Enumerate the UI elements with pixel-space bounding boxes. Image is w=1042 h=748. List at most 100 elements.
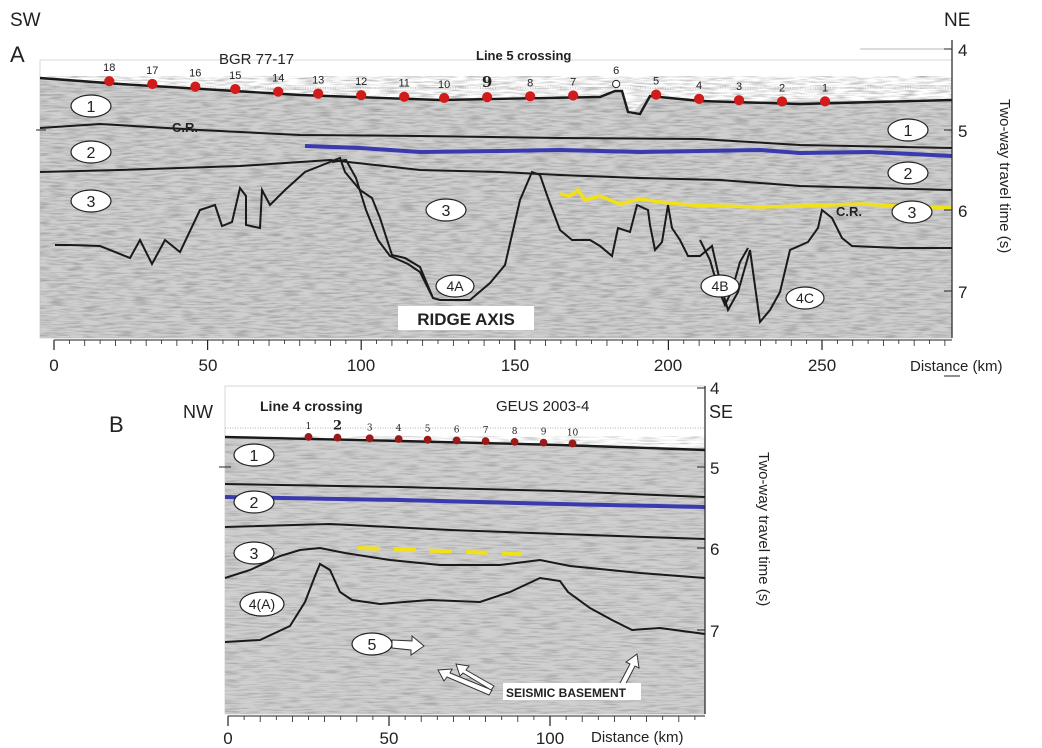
- x-tick-label: 250: [808, 356, 836, 375]
- station-label: 4: [696, 80, 702, 92]
- panel-a-dir-right: NE: [944, 10, 970, 31]
- panel-a-ridge-label: RIDGE AXIS: [417, 310, 515, 329]
- panel-a-x-ticks: [53, 340, 946, 350]
- station-marker: [333, 433, 342, 442]
- station-label: 7: [483, 426, 489, 436]
- station-marker: [439, 92, 450, 104]
- unit-ellipse: [891, 200, 933, 224]
- panel-a-letter: A: [10, 42, 25, 67]
- station-marker: [230, 83, 241, 95]
- panel-b-horizon-b: [224, 522, 706, 540]
- station-label: 13: [312, 75, 324, 87]
- arrow-basement-2: [455, 663, 495, 691]
- unit-ellipse: [785, 286, 825, 310]
- panel-b-line-name: GEUS 2003-4: [496, 398, 589, 415]
- station-label: 7: [570, 77, 576, 89]
- panel-b-dir-right: SE: [709, 402, 733, 422]
- panel-b-x-ticks: [227, 716, 696, 726]
- station-label: 18: [103, 62, 115, 74]
- panel-b-horizon-c: [224, 546, 706, 579]
- unit-ellipse: [887, 161, 929, 185]
- unit-ellipse: [70, 94, 112, 118]
- station-marker: [304, 433, 313, 441]
- panel-a-basement: [55, 156, 952, 325]
- panel-a-blue-horizon: [304, 144, 953, 158]
- panel-b-y-axis-label: Two-way travel time (s): [755, 452, 772, 606]
- station-marker: [539, 438, 548, 447]
- unit-ellipse: [70, 189, 112, 213]
- station-label: 10: [567, 428, 579, 438]
- panel-a-line-name: BGR 77-17: [219, 51, 294, 68]
- unit-label: 4C: [796, 290, 814, 306]
- station-label: 10: [438, 79, 450, 91]
- station-label: 1: [822, 82, 828, 94]
- station-marker: [104, 76, 115, 87]
- panel-a-cr-label-right: C.R.: [836, 204, 862, 219]
- panel-a-horizon-2-3: [39, 158, 953, 191]
- panel-a-yellow-horizon: [559, 187, 953, 210]
- panel-b-y-ticks: 4 5 6 7: [697, 379, 719, 641]
- unit-label: 5: [368, 637, 377, 654]
- unit-ellipse: [700, 274, 740, 298]
- y-tick-label: 7: [958, 283, 967, 302]
- station-label: 11: [398, 78, 409, 90]
- station-label: 4: [396, 424, 402, 434]
- panel-b-letter: B: [109, 412, 124, 437]
- station-label: 6: [454, 425, 460, 435]
- station-label: 15: [229, 70, 241, 82]
- unit-label: 4(A): [249, 596, 275, 612]
- unit-label: 3: [87, 194, 96, 211]
- station-marker: [365, 434, 374, 443]
- unit-label: 2: [904, 166, 913, 183]
- station-label: 16: [189, 68, 201, 80]
- panel-a-dir-left: SW: [10, 10, 41, 31]
- panel-b-blue-horizon: [224, 495, 706, 509]
- station-marker: [776, 96, 788, 107]
- station-marker: [568, 90, 579, 101]
- x-tick-label: 200: [654, 356, 682, 375]
- unit-ellipse: [887, 118, 929, 142]
- station-label: 12: [355, 76, 367, 88]
- panel-b-stations: 1 2 3 4 5 6 7 8 9 10: [304, 419, 579, 448]
- y-tick-label: 4: [710, 379, 719, 398]
- station-marker: [525, 91, 536, 102]
- station-label: 6: [613, 65, 619, 77]
- x-tick-label: 100: [536, 729, 564, 748]
- station-label: 9: [482, 73, 492, 91]
- station-label: 14: [272, 73, 284, 85]
- x-tick-label: 100: [347, 356, 375, 375]
- station-marker: [147, 78, 158, 90]
- y-tick-label: 7: [710, 622, 719, 641]
- station-marker: [394, 435, 403, 443]
- panel-b-basement: [224, 562, 706, 643]
- panel-b-unit-labels: 1 2 3 4(A) 5: [233, 443, 393, 656]
- unit-label: 3: [250, 546, 259, 563]
- panel-b-horizon-a: [224, 483, 706, 498]
- panel-b-x-axis-label: Distance (km): [591, 729, 684, 746]
- station-label: 5: [425, 425, 431, 435]
- station-marker: [733, 95, 745, 106]
- panel-a-cr-label-left: C.R.: [172, 120, 198, 135]
- panel-a-interpretation: [39, 76, 953, 325]
- station-marker: [482, 92, 493, 103]
- station-marker: [481, 437, 490, 446]
- x-tick-label: 50: [199, 356, 218, 375]
- panel-b-arrows: [391, 634, 640, 696]
- x-tick-label: 50: [380, 729, 399, 748]
- station-label: 2: [779, 82, 785, 94]
- station-marker: [356, 90, 367, 101]
- panel-b-crossing-label: Line 4 crossing: [260, 398, 363, 414]
- station-marker: [651, 89, 662, 100]
- unit-ellipse: [239, 591, 285, 617]
- station-marker: [423, 435, 432, 444]
- station-label: 3: [736, 81, 742, 93]
- unit-ellipse: [233, 541, 275, 565]
- unit-label: 2: [250, 495, 259, 512]
- station-label: 9: [541, 428, 547, 438]
- panel-b-basement-label: SEISMIC BASEMENT: [506, 686, 627, 700]
- panel-a-crossing-label: Line 5 crossing: [476, 48, 571, 63]
- station-marker: [819, 96, 831, 107]
- station-marker: [313, 88, 324, 99]
- station-label: 8: [527, 77, 533, 89]
